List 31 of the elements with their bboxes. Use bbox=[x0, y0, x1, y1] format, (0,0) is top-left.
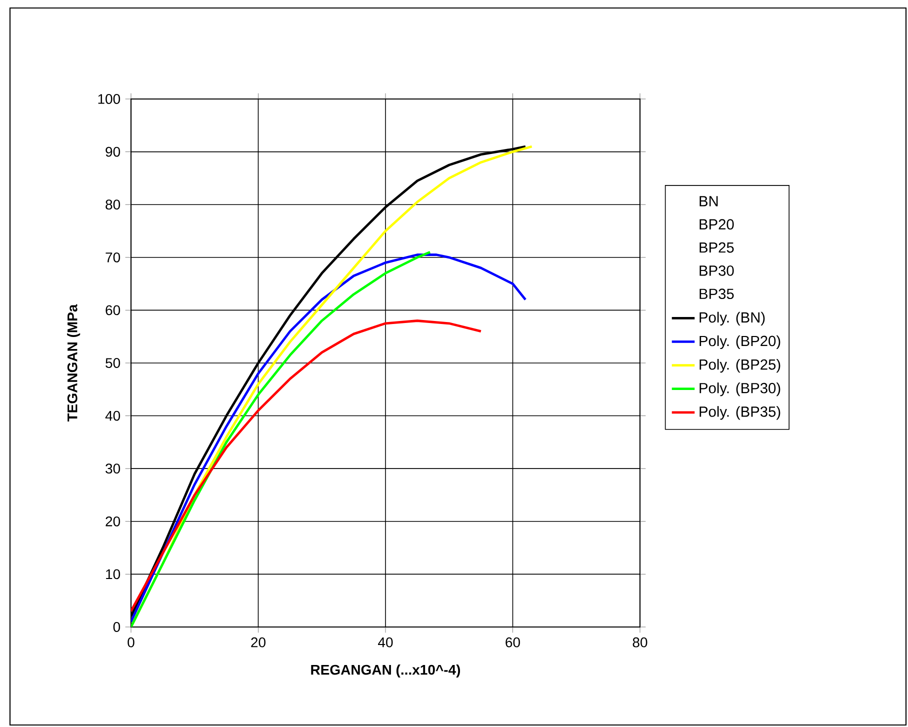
line-series bbox=[131, 254, 527, 623]
x-tick-label: 20 bbox=[251, 637, 266, 648]
x-tick-label: 80 bbox=[632, 637, 648, 648]
text: BP25 bbox=[700, 242, 734, 253]
y-tick-label: 10 bbox=[106, 569, 120, 580]
y-tick-label: 40 bbox=[105, 410, 120, 421]
y-tick-label: 70 bbox=[106, 252, 120, 262]
y-tick-label: 20 bbox=[106, 516, 120, 526]
text: BP35 bbox=[700, 288, 734, 300]
legend-label: Poly. (BP35) bbox=[700, 406, 780, 420]
legend-label: Poly. (BP20) bbox=[700, 335, 780, 350]
x-tick-label: 60 bbox=[506, 637, 520, 648]
y-tick-label: 100 bbox=[98, 94, 120, 104]
text: BN bbox=[700, 196, 718, 206]
legend-label: Poly. (BN) bbox=[700, 312, 765, 326]
y-tick-label: 60 bbox=[106, 305, 120, 316]
y-tick-label: 0 bbox=[113, 622, 120, 632]
x-tick-label: 0 bbox=[128, 637, 134, 648]
text: BP30 bbox=[700, 266, 734, 276]
line-series bbox=[131, 250, 432, 627]
y-axis-title: TEGANGAN (MPa bbox=[67, 304, 80, 422]
y-tick-label: 90 bbox=[106, 146, 120, 157]
legend-label: Poly. (BP30) bbox=[700, 382, 780, 396]
x-axis-title: REGANGAN (...x10^-4) bbox=[311, 664, 460, 678]
line-series bbox=[131, 320, 482, 612]
y-tick-label: 50 bbox=[106, 358, 120, 368]
legend-label: Poly. (BP25) bbox=[700, 358, 780, 373]
y-tick-label: 30 bbox=[106, 464, 120, 474]
text: BP20 bbox=[700, 219, 734, 230]
y-tick-label: 80 bbox=[106, 200, 120, 210]
x-tick-label: 40 bbox=[378, 637, 393, 648]
